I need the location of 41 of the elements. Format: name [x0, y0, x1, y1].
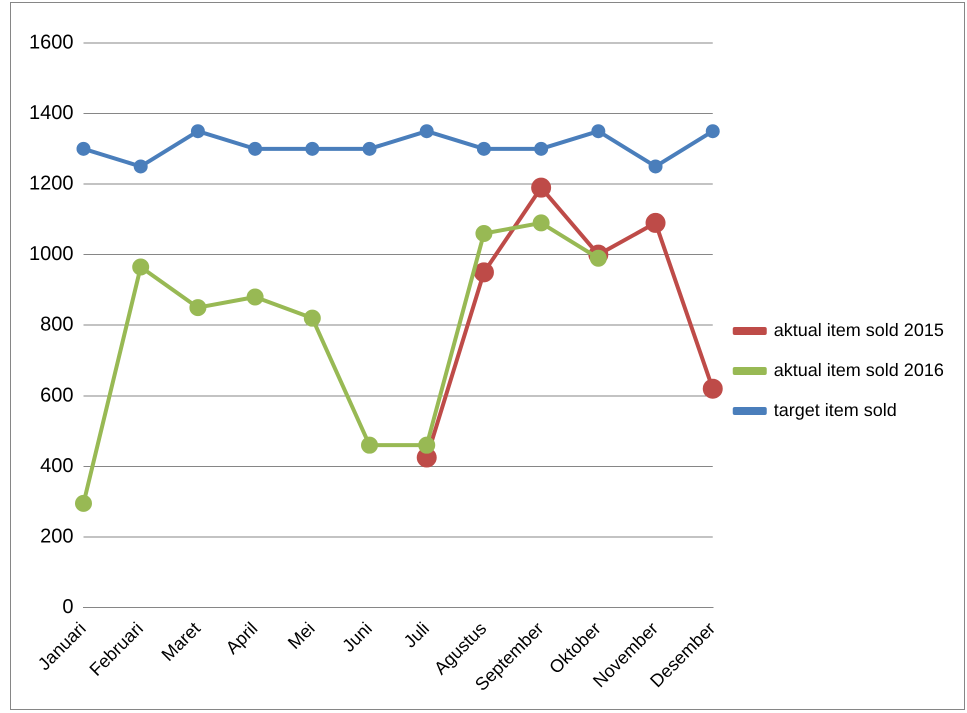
- point: [76, 142, 90, 156]
- y-tick-label: 400: [40, 454, 74, 477]
- x-tick-label: Juni: [338, 618, 376, 656]
- point: [190, 124, 205, 138]
- y-tick-label: 1400: [28, 102, 74, 124]
- point: [362, 142, 377, 156]
- y-tick-label: 1600: [28, 32, 74, 54]
- y-tick-label: 800: [40, 314, 74, 336]
- point: [134, 159, 148, 174]
- point: [248, 142, 262, 156]
- point: [476, 142, 491, 156]
- point: [304, 310, 321, 327]
- point: [132, 258, 150, 276]
- point: [702, 378, 723, 399]
- point: [648, 159, 663, 174]
- point: [531, 178, 552, 198]
- point: [590, 250, 607, 267]
- legend-label: aktual item sold 2016: [774, 360, 944, 380]
- y-tick-label: 1200: [28, 172, 74, 195]
- legend-label: aktual item sold 2015: [774, 320, 944, 340]
- point: [420, 124, 434, 138]
- y-tick-label: 200: [40, 525, 74, 548]
- x-tick-label: Mei: [284, 618, 319, 653]
- point: [532, 214, 550, 232]
- point: [475, 225, 492, 242]
- point: [361, 436, 378, 454]
- point: [474, 262, 494, 282]
- point: [418, 436, 436, 454]
- point: [74, 494, 92, 512]
- y-tick-label: 1000: [28, 243, 74, 266]
- x-tick-label: Juli: [400, 618, 434, 652]
- legend-label: target item sold: [774, 400, 897, 420]
- point: [305, 142, 320, 156]
- point: [534, 142, 548, 156]
- point: [189, 299, 206, 316]
- y-tick-label: 0: [62, 596, 74, 618]
- point: [591, 124, 606, 138]
- point: [246, 288, 264, 306]
- point: [706, 124, 720, 138]
- y-tick-label: 600: [40, 384, 74, 406]
- point: [646, 212, 666, 233]
